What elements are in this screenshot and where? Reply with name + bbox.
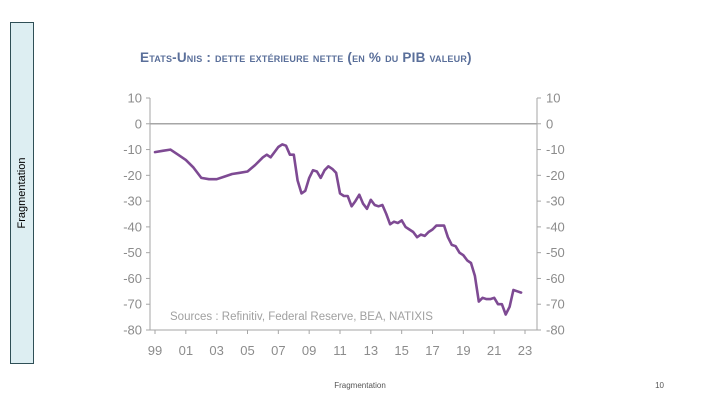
x-tick-label: 03 (209, 343, 223, 358)
x-tick-label: 09 (302, 343, 316, 358)
x-tick-label: 17 (425, 343, 439, 358)
y-tick-label-right: -50 (546, 245, 565, 260)
footer-label: Fragmentation (334, 381, 386, 390)
x-tick-label: 23 (518, 343, 532, 358)
y-tick-label-right: -70 (546, 297, 565, 312)
chart-title: Etats-Unis : dette extérieure nette (en … (140, 50, 472, 65)
y-tick-label-right: 0 (546, 116, 553, 131)
y-tick-label-left: -20 (123, 168, 142, 183)
y-tick-label-left: 10 (128, 91, 142, 106)
x-tick-label: 15 (394, 343, 408, 358)
right-axis: 10 0 -10 -20 -30 -40 -50 -60 -70 -80 (536, 91, 565, 338)
y-tick-label-right: -60 (546, 271, 565, 286)
y-tick-label-right: -20 (546, 168, 565, 183)
x-tick-label: 05 (240, 343, 254, 358)
y-tick-label-right: -30 (546, 194, 565, 209)
x-tick-label: 07 (271, 343, 285, 358)
y-tick-label-right: 10 (546, 91, 560, 106)
y-tick-label-left: -50 (123, 245, 142, 260)
y-tick-label-right: -10 (546, 142, 565, 157)
y-tick-label-left: -70 (123, 297, 142, 312)
y-tick-label-left: -80 (123, 323, 142, 338)
x-tick-label: 01 (179, 343, 193, 358)
page-number: 10 (655, 381, 664, 390)
y-tick-label-left: 0 (135, 116, 142, 131)
x-tick-label: 21 (487, 343, 501, 358)
y-tick-label-left: -30 (123, 194, 142, 209)
y-tick-label-left: -40 (123, 219, 142, 234)
source-annotation: Sources : Refinitiv, Federal Reserve, BE… (170, 311, 433, 323)
y-tick-label-left: -60 (123, 271, 142, 286)
y-tick-label-right: -80 (546, 323, 565, 338)
x-tick-label: 99 (148, 343, 162, 358)
x-tick-label: 19 (456, 343, 470, 358)
x-tick-label: 13 (364, 343, 378, 358)
series-line (153, 143, 523, 316)
y-tick-label-left: -10 (123, 142, 142, 157)
section-sidebar-box: Fragmentation (10, 22, 34, 364)
left-axis: 10 0 -10 -20 -30 -40 -50 -60 -70 -80 (123, 91, 151, 338)
y-tick-label-right: -40 (546, 219, 565, 234)
bottom-axis: 99 01 03 05 07 09 11 13 15 17 19 21 23 (148, 329, 537, 358)
x-tick-label: 11 (333, 343, 347, 358)
